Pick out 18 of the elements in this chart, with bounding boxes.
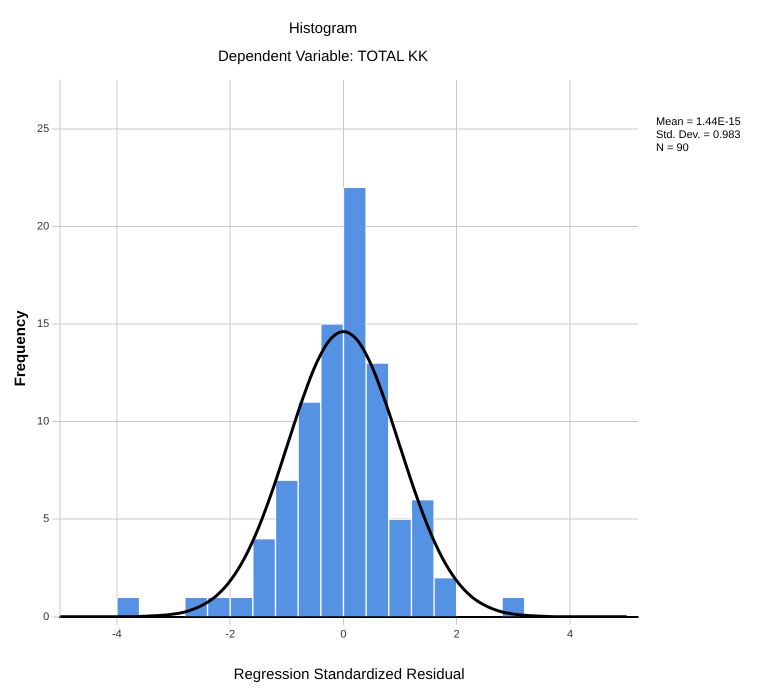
text: Std. Dev. = 0.983 [656, 129, 741, 142]
y-tick-label: 5 [43, 513, 50, 526]
x-axis-title: Regression Standardized Residual [234, 666, 465, 684]
text: Mean = 1.44E-15 [656, 116, 741, 129]
y-tick-label: 20 [36, 220, 50, 232]
y-tick-label: 10 [36, 416, 50, 428]
text: N = 90 [656, 142, 690, 155]
x-tick-label: 2 [454, 628, 460, 640]
x-tick-label: 0 [340, 628, 347, 640]
x-tick-label: -4 [112, 628, 122, 640]
x-tick-label: -2 [225, 628, 236, 640]
x-tick-label: 4 [566, 628, 574, 640]
chart-subtitle: Dependent Variable: TOTAL KK [218, 48, 428, 66]
y-tick-label: 0 [43, 610, 50, 623]
y-tick-label: 25 [36, 122, 50, 135]
chart-title: Histogram [288, 20, 358, 38]
y-tick-label: 15 [36, 318, 50, 330]
y-axis-title: Frequency [12, 310, 30, 386]
